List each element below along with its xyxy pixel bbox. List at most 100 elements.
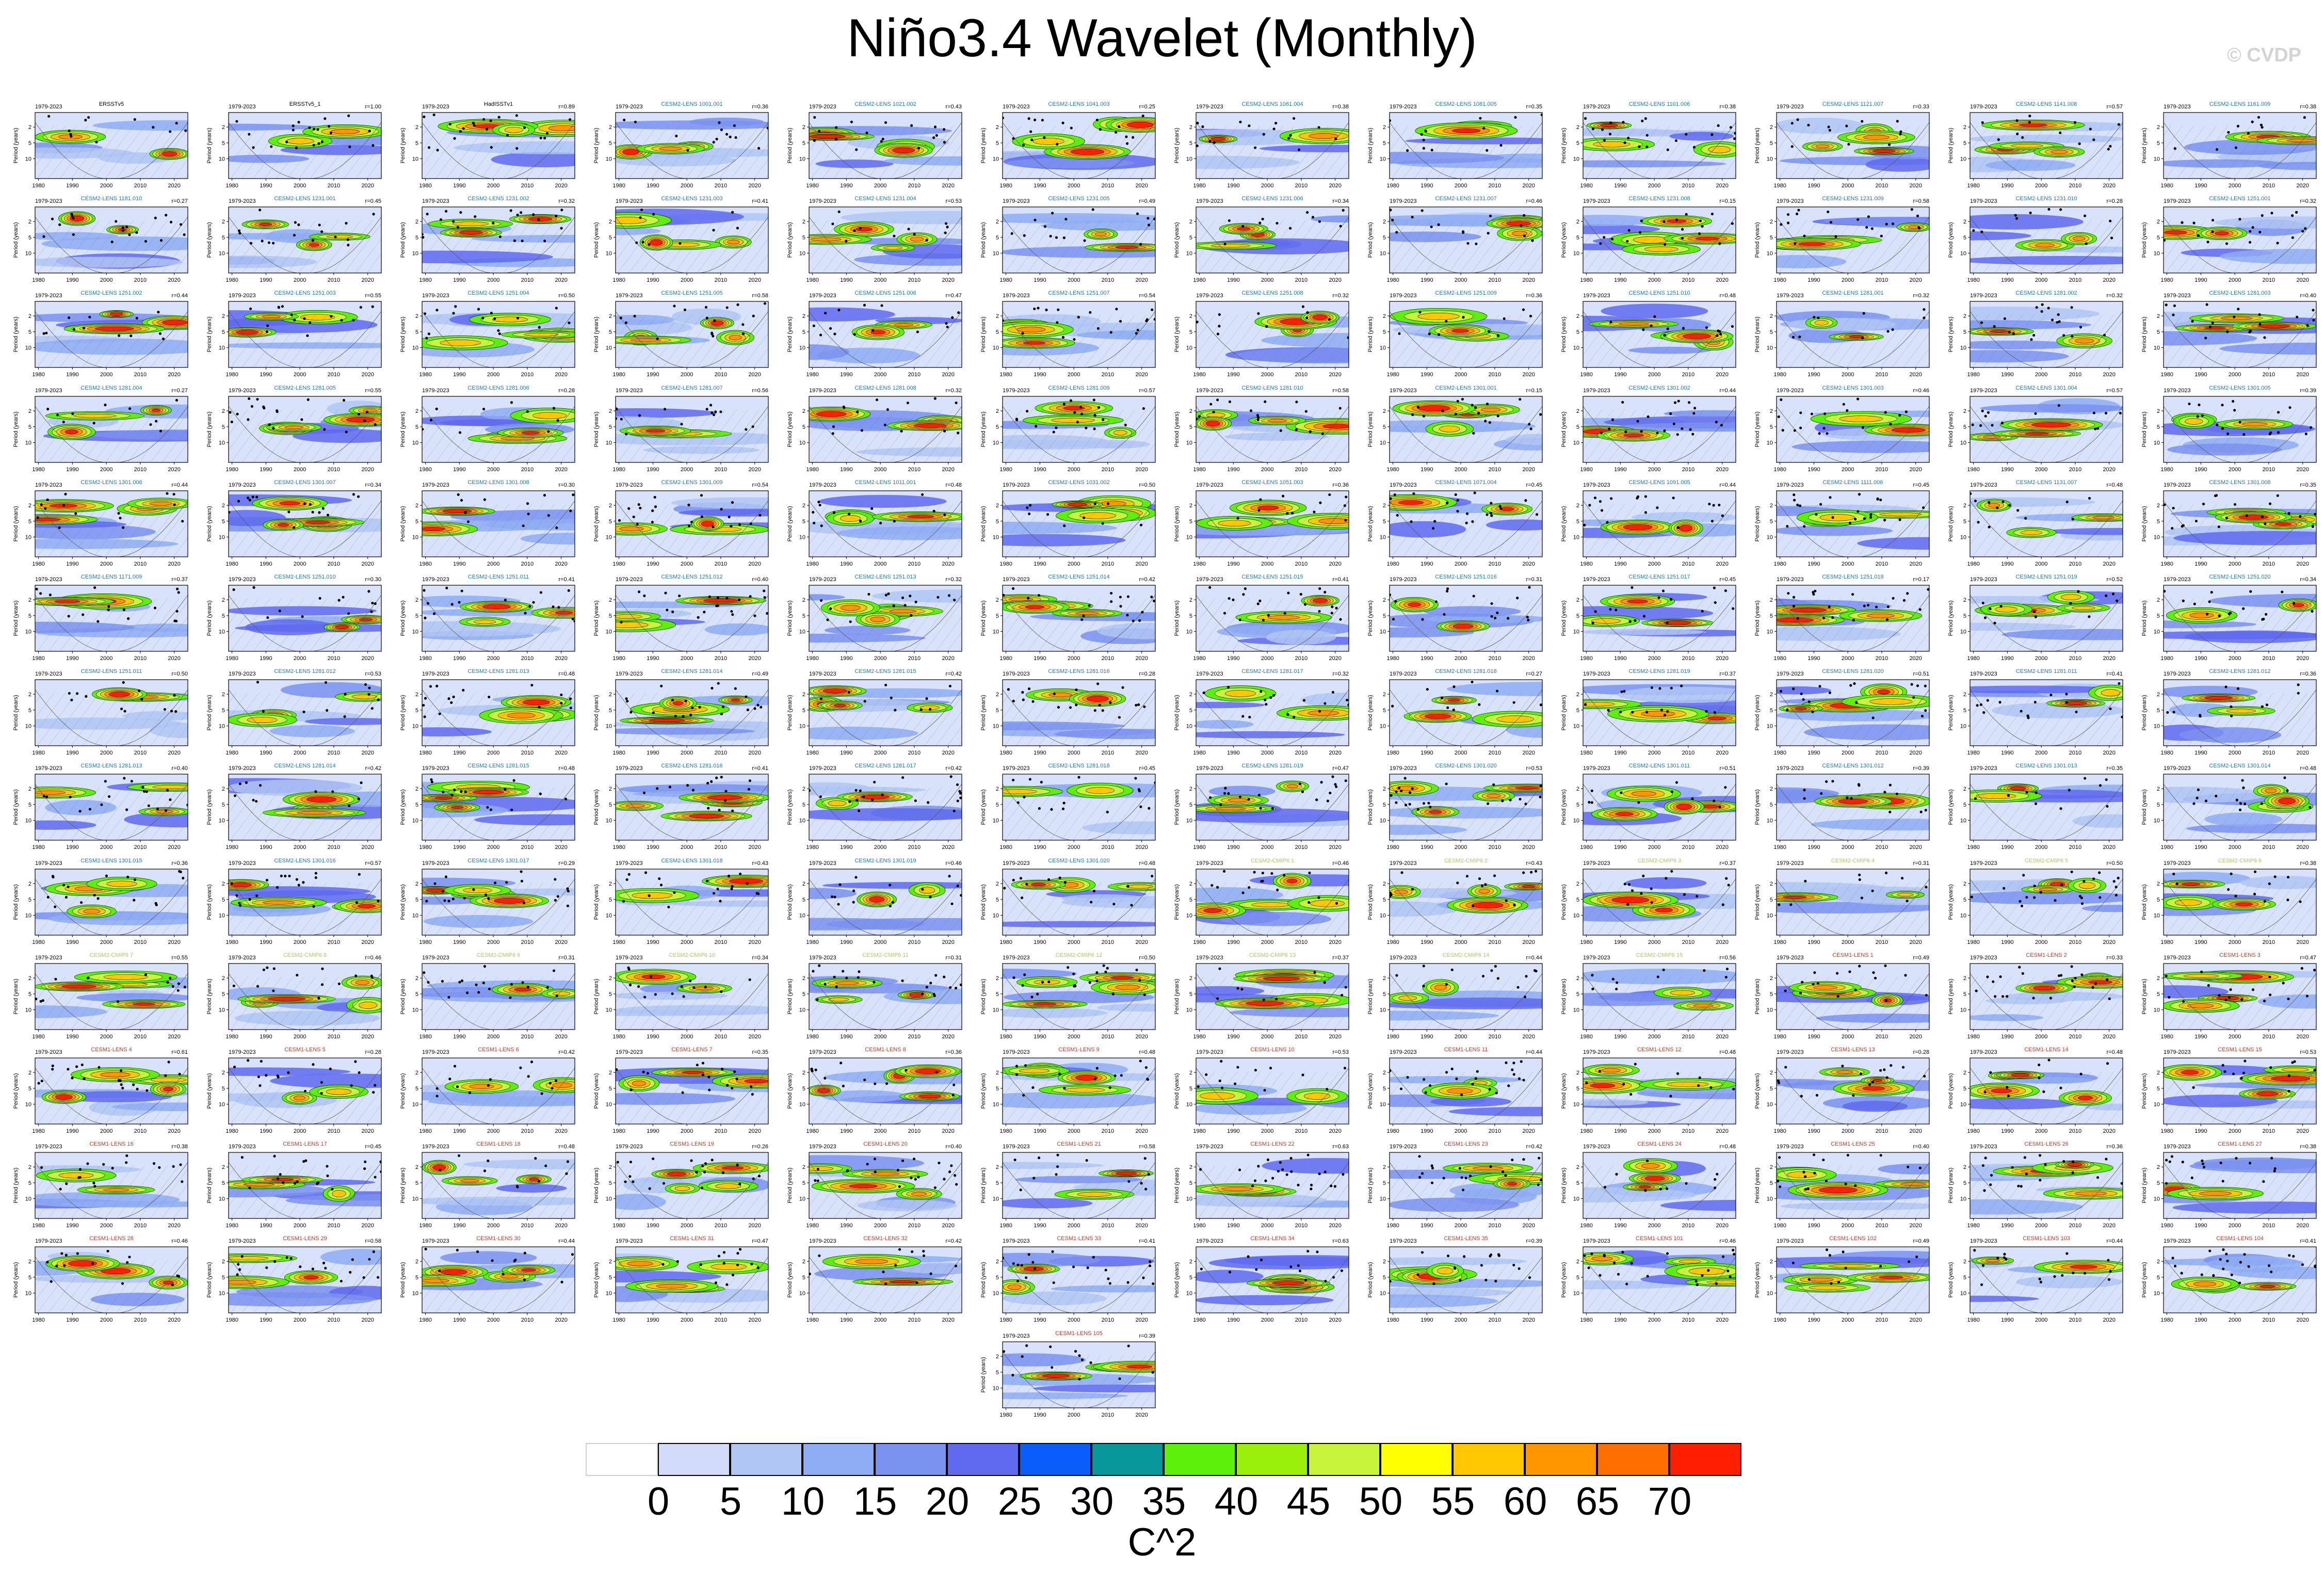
wavelet-panel-svg: 1979-2023 CESM2-LENS 1121.007 r=0.332510Pe… (1754, 101, 1930, 189)
y-axis-label: Period (years) (13, 222, 19, 258)
significance-dot (117, 511, 120, 515)
x-tick-label: 1990 (453, 183, 465, 189)
significance-dot (1428, 332, 1431, 335)
coi-hatch (229, 220, 248, 246)
panel-title: CESM2-LENS 1231.002 (467, 196, 529, 202)
cone-of-influence (422, 500, 575, 557)
wavelet-panel: 1979-2023 CESM2-LENS 1281.008 r=0.32 2 5 10 Pe… (781, 385, 973, 477)
coi-hatch (628, 504, 669, 557)
significance-dot (347, 114, 350, 117)
coi-hatch (321, 125, 361, 179)
x-tick-label: 1990 (1034, 372, 1046, 378)
x-tick-label: 1980 (806, 372, 818, 378)
significance-dot (1858, 493, 1861, 496)
power-contour (524, 333, 559, 337)
significance-dot (1863, 517, 1866, 520)
plot-frame (422, 490, 575, 557)
y-tick-label: 2 (28, 219, 31, 225)
significance-dot (287, 510, 290, 513)
coi-hatch (1493, 220, 1534, 274)
y-tick-label: 5 (415, 235, 418, 241)
panel-period-label: 1979-2023 (616, 482, 643, 488)
cone-of-influence (1390, 122, 1542, 179)
plot-frame (1196, 490, 1349, 557)
panel-period-label: 1979-2023 (35, 482, 62, 488)
coi-hatch (1004, 125, 1045, 179)
significance-dot (342, 596, 345, 599)
panel-correlation: r=0.33 (1913, 104, 1930, 110)
significance-dot (639, 506, 642, 509)
power-contour (1623, 433, 1644, 437)
significance-dot (2221, 427, 2224, 430)
significance-dot (510, 400, 513, 404)
power-band (643, 446, 760, 454)
significance-dot (943, 513, 946, 517)
x-tick-label: 2000 (1455, 372, 1467, 378)
significance-dot (40, 503, 43, 506)
coi-hatch (809, 409, 828, 435)
coi-hatch (1778, 220, 1819, 274)
x-tick-label: 1980 (1386, 372, 1399, 378)
y-tick-label: 2 (996, 124, 999, 131)
significance-dot (229, 510, 231, 514)
coi-hatch (1527, 159, 1542, 179)
y-axis-label: Period (years) (787, 506, 793, 541)
significance-dot (423, 312, 427, 315)
significance-dot (2034, 412, 2037, 415)
coi-hatch (640, 504, 681, 557)
coi-hatch (139, 314, 179, 368)
coi-hatch (1527, 253, 1542, 274)
panel-period-label: 1979-2023 (1390, 293, 1417, 299)
coi-hatch (1687, 504, 1727, 557)
coi-hatch (663, 125, 703, 179)
coi-hatch (35, 125, 43, 136)
coi-hatch (355, 238, 381, 274)
coi-hatch (264, 504, 305, 557)
coi-hatch (1390, 409, 1398, 420)
coi-hatch (1516, 522, 1542, 557)
significance-dot (135, 231, 138, 234)
panel-correlation: r=0.36 (1526, 293, 1543, 299)
coi-hatch (1072, 504, 1113, 557)
x-tick-label: 1980 (612, 277, 625, 283)
significance-dot (2261, 126, 2264, 129)
x-tick-label: 2000 (1842, 277, 1854, 283)
coi-hatch (822, 220, 863, 274)
power-contour (910, 237, 924, 242)
x-tick-label: 2020 (1329, 372, 1341, 378)
significance-dot (711, 411, 714, 414)
panel-title: CESM2-LENS 1101.006 (1629, 101, 1690, 107)
power-contour (1679, 524, 1693, 532)
coi-hatch (742, 333, 768, 368)
x-tick-label: 2020 (1522, 277, 1535, 283)
x-tick-label: 2010 (2263, 467, 2275, 473)
significance-dot (944, 231, 947, 234)
coi-hatch (480, 125, 521, 179)
coi-hatch (2164, 314, 2194, 356)
significance-dot (429, 419, 432, 422)
coi-hatch (1970, 409, 1978, 420)
significance-dot (526, 502, 529, 505)
coi-hatch (697, 314, 737, 368)
panel-period-label: 1979-2023 (1390, 198, 1417, 204)
panel-period-label: 1979-2023 (229, 104, 256, 110)
coi-hatch (685, 409, 726, 462)
coi-hatch (1607, 504, 1648, 557)
significance-dot (616, 407, 618, 410)
x-tick-label: 2010 (1102, 183, 1114, 189)
significance-dot (1522, 308, 1525, 312)
coi-hatch (1095, 220, 1135, 274)
significance-dot (545, 132, 548, 135)
significance-dot (1610, 497, 1613, 500)
wavelet-panel: 1979-2023 CESM2-LENS 1301.006 r=0.44 2 5 10 Pe… (7, 479, 199, 571)
significance-dot (374, 423, 377, 426)
significance-dot (327, 125, 331, 128)
panel-period-label: 1979-2023 (229, 388, 256, 394)
x-tick-label: 2020 (361, 277, 374, 283)
significance-dot (842, 405, 845, 408)
coi-hatch (1709, 238, 1736, 274)
coi-hatch (2085, 412, 2123, 462)
significance-dot (2029, 212, 2032, 215)
coi-hatch (344, 601, 381, 651)
